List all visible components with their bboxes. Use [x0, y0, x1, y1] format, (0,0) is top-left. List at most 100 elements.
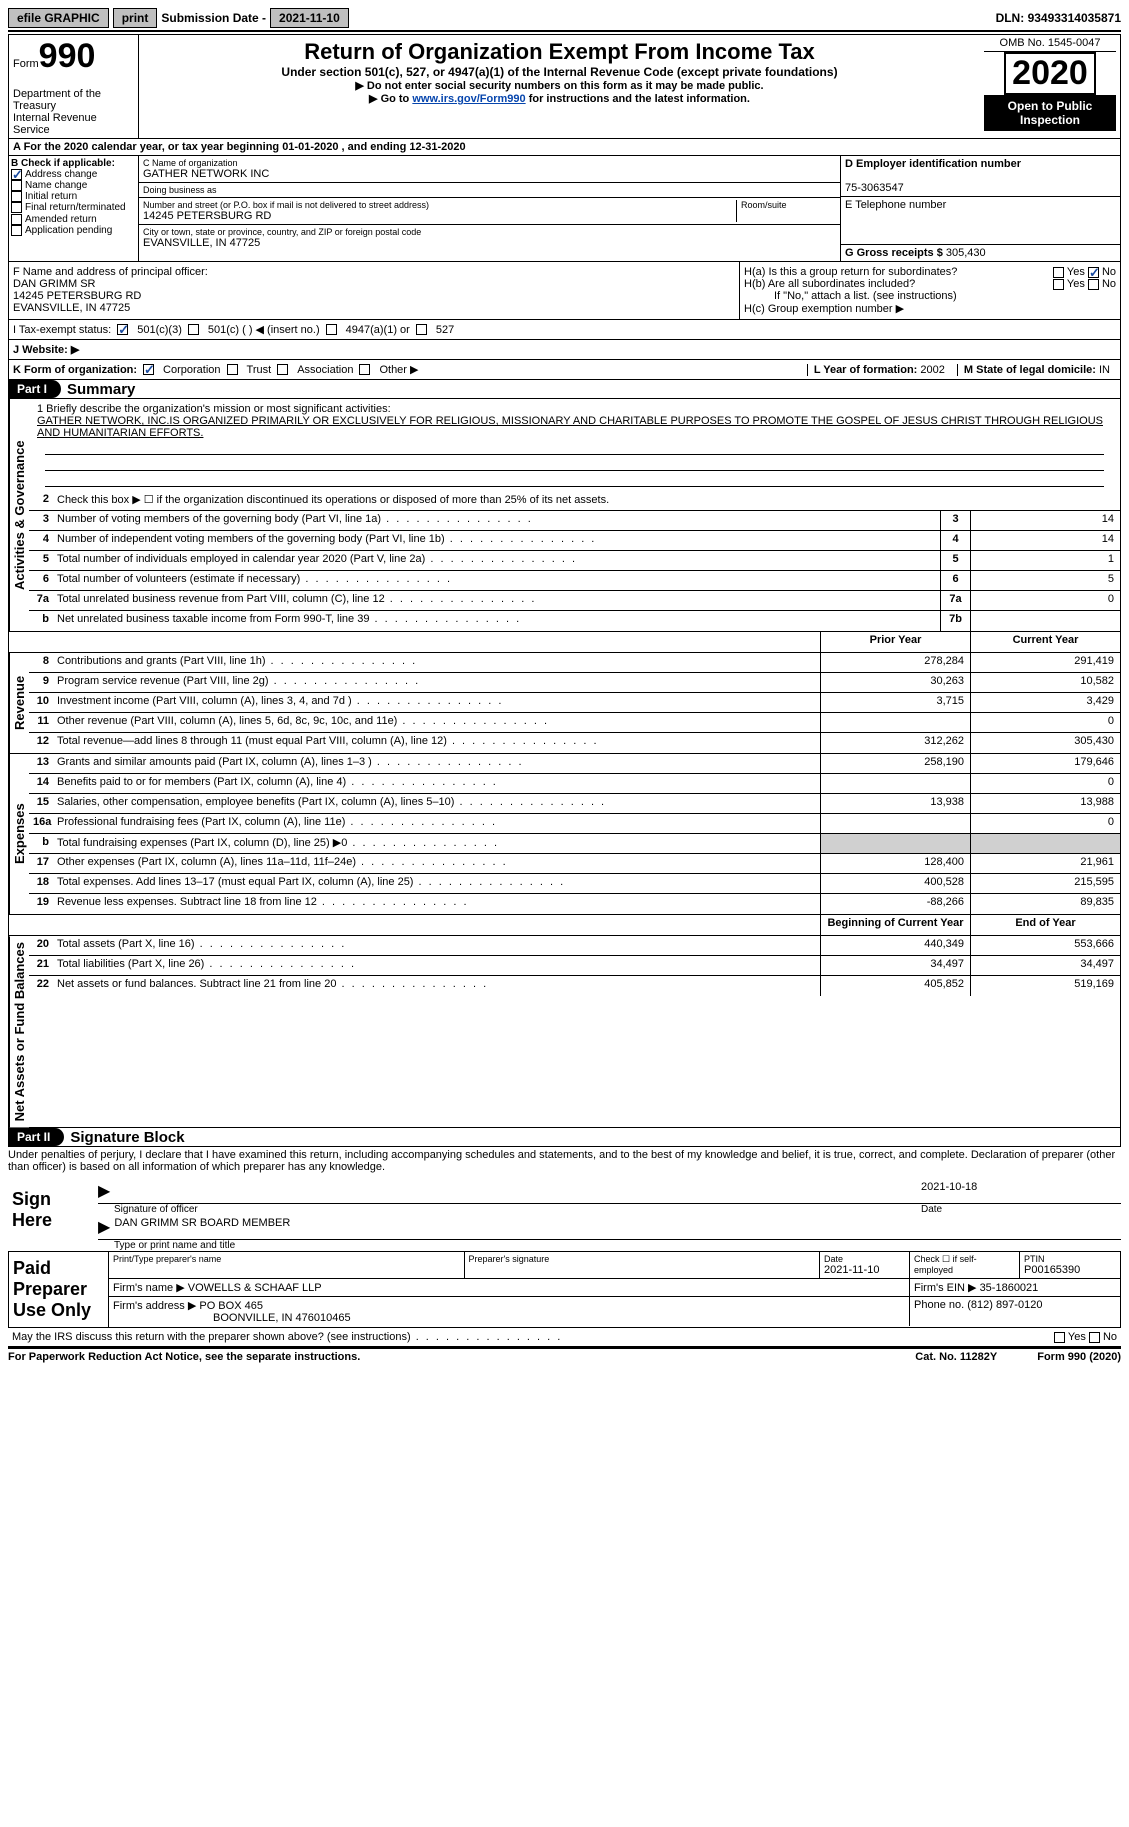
box-b-check-5[interactable]: [11, 225, 22, 236]
irs-link[interactable]: www.irs.gov/Form990: [412, 93, 525, 105]
form-subtitle: Under section 501(c), 527, or 4947(a)(1)…: [143, 65, 976, 79]
form-number: 990: [39, 37, 96, 75]
line-14: 14Benefits paid to or for members (Part …: [29, 774, 1120, 794]
ein: 75-3063547: [845, 182, 1116, 194]
dept-treasury: Department of the Treasury Internal Reve…: [13, 88, 134, 136]
box-b-label: Initial return: [25, 191, 77, 202]
part1-header: Part ISummary: [8, 380, 1121, 399]
instr-2: ▶ Go to www.irs.gov/Form990 for instruct…: [143, 92, 976, 105]
line-2: Check this box ▶ ☐ if the organization d…: [53, 491, 1120, 510]
year-formation: 2002: [920, 364, 944, 376]
top-bar: efile GRAPHIC print Submission Date - 20…: [8, 8, 1121, 28]
street-address: 14245 PETERSBURG RD: [143, 210, 736, 222]
vtab-revenue: Revenue: [9, 653, 29, 753]
box-b-check-4[interactable]: [11, 214, 22, 225]
line-12: 12Total revenue—add lines 8 through 11 (…: [29, 733, 1120, 753]
org-name: GATHER NETWORK INC: [143, 168, 836, 180]
hb-no[interactable]: [1088, 279, 1099, 290]
gov-line-5: 5Total number of individuals employed in…: [29, 551, 1120, 571]
vtab-expenses: Expenses: [9, 754, 29, 914]
box-b-label: Address change: [25, 169, 97, 180]
end-year-header: End of Year: [970, 915, 1120, 935]
discuss-no[interactable]: [1089, 1332, 1100, 1343]
tax-year: 2020: [1004, 52, 1096, 95]
box-b-check-2[interactable]: [11, 191, 22, 202]
firm-addr: PO BOX 465: [199, 1300, 263, 1312]
net-header-row: . Beginning of Current Year End of Year: [8, 915, 1121, 936]
line-16a: 16aProfessional fundraising fees (Part I…: [29, 814, 1120, 834]
state-domicile: IN: [1099, 364, 1110, 376]
line-10: 10Investment income (Part VIII, column (…: [29, 693, 1120, 713]
col-header-row: . Prior Year Current Year: [8, 632, 1121, 653]
section-net: Net Assets or Fund Balances 20Total asse…: [8, 936, 1121, 1128]
prep-date: 2021-11-10: [824, 1264, 905, 1276]
line-21: 21Total liabilities (Part X, line 26)34,…: [29, 956, 1120, 976]
gross-receipts: 305,430: [946, 247, 986, 259]
line-b: bTotal fundraising expenses (Part IX, co…: [29, 834, 1120, 854]
form-label: Form: [13, 58, 39, 70]
officer-name-title: DAN GRIMM SR BOARD MEMBER: [114, 1217, 290, 1237]
row-i: I Tax-exempt status: 501(c)(3) 501(c) ( …: [8, 320, 1121, 340]
discuss-yes[interactable]: [1054, 1332, 1065, 1343]
paid-preparer: Paid Preparer Use Only Print/Type prepar…: [8, 1251, 1121, 1328]
section-governance: Activities & Governance 1 Briefly descri…: [8, 399, 1121, 632]
penalties-text: Under penalties of perjury, I declare th…: [8, 1147, 1121, 1175]
firm-name: VOWELLS & SCHAAF LLP: [188, 1282, 322, 1294]
box-c: C Name of organizationGATHER NETWORK INC…: [139, 156, 840, 261]
current-year-header: Current Year: [970, 632, 1120, 652]
city-state-zip: EVANSVILLE, IN 47725: [143, 237, 836, 249]
form-header: Form990 Department of the Treasury Inter…: [8, 34, 1121, 139]
gov-line-b: bNet unrelated business taxable income f…: [29, 611, 1120, 631]
form-title: Return of Organization Exempt From Incom…: [143, 39, 976, 65]
prior-year-header: Prior Year: [820, 632, 970, 652]
row-a-period: A For the 2020 calendar year, or tax yea…: [8, 139, 1121, 156]
officer-name: DAN GRIMM SR: [13, 278, 735, 290]
box-b-check-3[interactable]: [11, 202, 22, 213]
box-b-label: Name change: [25, 180, 87, 191]
line-15: 15Salaries, other compensation, employee…: [29, 794, 1120, 814]
print-button[interactable]: print: [113, 8, 158, 28]
row-j: J Website: ▶: [8, 340, 1121, 360]
vtab-net: Net Assets or Fund Balances: [9, 936, 29, 1127]
row-fh: F Name and address of principal officer:…: [8, 262, 1121, 320]
submission-date: 2021-11-10: [270, 8, 349, 28]
footer: For Paperwork Reduction Act Notice, see …: [8, 1347, 1121, 1363]
ha-no[interactable]: [1088, 267, 1099, 278]
ptin: P00165390: [1024, 1264, 1116, 1276]
hb-yes[interactable]: [1053, 279, 1064, 290]
section-revenue: Revenue 8Contributions and grants (Part …: [8, 653, 1121, 754]
box-b-label: Amended return: [25, 214, 97, 225]
sign-date: 2021-10-18: [921, 1181, 1121, 1201]
row-k: K Form of organization: Corporation Trus…: [8, 360, 1121, 380]
box-b: B Check if applicable: Address changeNam…: [9, 156, 139, 261]
section-expenses: Expenses 13Grants and similar amounts pa…: [8, 754, 1121, 915]
corp-check[interactable]: [143, 364, 154, 375]
line-8: 8Contributions and grants (Part VIII, li…: [29, 653, 1120, 673]
box-f: F Name and address of principal officer:…: [9, 262, 740, 319]
mission-block: 1 Briefly describe the organization's mi…: [29, 399, 1120, 491]
efile-button[interactable]: efile GRAPHIC: [8, 8, 109, 28]
box-h: H(a) Is this a group return for subordin…: [740, 262, 1120, 319]
sign-here: Sign Here ▶ 2021-10-18 Signature of offi…: [8, 1179, 1121, 1251]
mission-text: GATHER NETWORK, INC.IS ORGANIZED PRIMARI…: [37, 415, 1112, 439]
omb-number: OMB No. 1545-0047: [984, 37, 1116, 52]
box-b-label: Application pending: [25, 225, 112, 236]
line-11: 11Other revenue (Part VIII, column (A), …: [29, 713, 1120, 733]
ha-yes[interactable]: [1053, 267, 1064, 278]
instr-1: ▶ Do not enter social security numbers o…: [143, 79, 976, 92]
box-b-check-0[interactable]: [11, 169, 22, 180]
box-b-label: Final return/terminated: [25, 203, 126, 214]
firm-ein: 35-1860021: [980, 1282, 1039, 1294]
line-17: 17Other expenses (Part IX, column (A), l…: [29, 854, 1120, 874]
gov-line-4: 4Number of independent voting members of…: [29, 531, 1120, 551]
line-13: 13Grants and similar amounts paid (Part …: [29, 754, 1120, 774]
line-19: 19Revenue less expenses. Subtract line 1…: [29, 894, 1120, 914]
vtab-governance: Activities & Governance: [9, 399, 29, 631]
line-20: 20Total assets (Part X, line 16)440,3495…: [29, 936, 1120, 956]
box-b-check-1[interactable]: [11, 180, 22, 191]
open-public: Open to Public Inspection: [984, 95, 1116, 131]
submission-label: Submission Date -: [161, 11, 266, 25]
gov-line-6: 6Total number of volunteers (estimate if…: [29, 571, 1120, 591]
501c3-check[interactable]: [117, 324, 128, 335]
entity-grid: B Check if applicable: Address changeNam…: [8, 156, 1121, 262]
